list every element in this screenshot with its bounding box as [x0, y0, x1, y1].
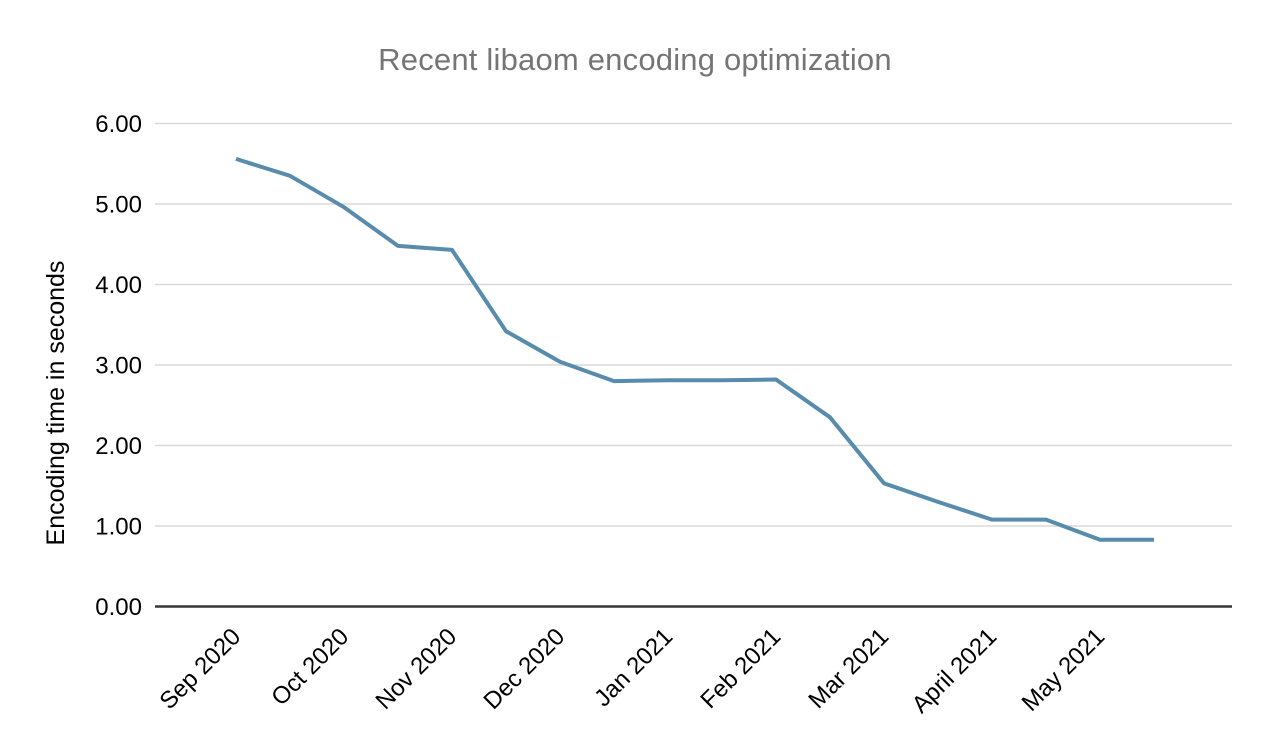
y-tick-label: 0.00 — [95, 594, 142, 621]
y-tick-label: 1.00 — [95, 514, 142, 541]
x-tick-label: Sep 2020 — [154, 623, 246, 715]
y-tick-label: 3.00 — [95, 353, 142, 380]
x-tick-label: Nov 2020 — [370, 623, 462, 715]
data-line — [235, 156, 1154, 542]
x-tick-label: April 2021 — [907, 623, 1003, 719]
y-tick-label: 4.00 — [95, 272, 142, 299]
x-tick-label: Mar 2021 — [803, 623, 894, 714]
x-tick-label: Feb 2021 — [695, 623, 786, 714]
y-tick-label: 6.00 — [95, 111, 142, 138]
y-tick-label: 2.00 — [95, 433, 142, 460]
y-tick-label: 5.00 — [95, 192, 142, 219]
x-tick-label: Jan 2021 — [589, 623, 678, 712]
x-tick-label: Oct 2020 — [266, 623, 354, 711]
x-tick-label: Dec 2020 — [478, 623, 570, 715]
chart-title: Recent libaom encoding optimization — [378, 42, 892, 77]
x-tick-label: May 2021 — [1017, 623, 1111, 717]
